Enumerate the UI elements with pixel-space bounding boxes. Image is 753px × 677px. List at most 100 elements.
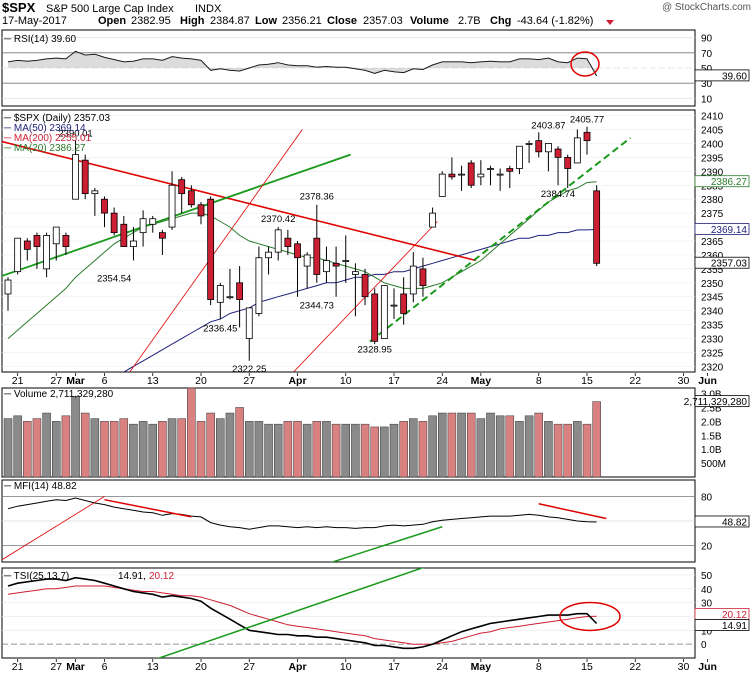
candle-body <box>236 282 244 300</box>
candle-body <box>187 190 195 206</box>
volume-bar <box>457 412 466 478</box>
volume-bar <box>360 423 370 478</box>
volume-bar <box>505 415 515 478</box>
mfi-line <box>7 497 597 530</box>
ma20-label: ─ MA(20) 2386.27 <box>3 143 86 154</box>
price-tick-label: 2320 <box>701 362 724 373</box>
candle-body <box>380 285 388 339</box>
tsi-tick-label: 10 <box>701 626 713 637</box>
volume-bar <box>42 412 51 478</box>
rsi-value-tag-box <box>694 69 750 82</box>
candle-body <box>361 274 369 298</box>
rsi-highlight-circle <box>570 51 600 77</box>
volume-bar <box>341 423 350 478</box>
price-plot-area <box>2 126 632 372</box>
volume-bar <box>225 412 235 478</box>
axis-label: 6 <box>102 375 108 387</box>
candle-body <box>390 304 398 307</box>
index-name: S&P 500 Large Cap Index <box>46 3 174 15</box>
volume-bar <box>322 421 331 478</box>
candle-body <box>72 154 79 200</box>
volume-bar <box>544 421 553 478</box>
tsi-signal-tag: 20.12 <box>722 610 747 621</box>
volume-bar <box>399 421 408 478</box>
axis-label: Jun <box>698 375 717 387</box>
mfi-tick-label: 80 <box>701 492 713 503</box>
candle-body <box>400 293 408 314</box>
candle-body <box>323 260 330 273</box>
candle-body <box>255 257 263 314</box>
candle-body <box>545 143 552 153</box>
volume-bar <box>409 418 418 478</box>
axis-label: 27 <box>243 661 255 673</box>
candle-body <box>429 212 437 228</box>
candle-body <box>554 148 562 158</box>
candle-body <box>564 156 572 169</box>
axis-label: 22 <box>629 375 641 387</box>
tsi-tick-label: 40 <box>701 585 713 596</box>
price-tick-label: 2335 <box>701 321 724 332</box>
rsi-tick-label: 70 <box>701 49 713 60</box>
volume-bar <box>32 418 42 478</box>
axis-label: 20 <box>195 661 207 673</box>
low-label: Low <box>255 15 277 27</box>
price-annotation: 2354.54 <box>97 273 131 284</box>
volume-bar <box>177 418 186 478</box>
candle-body <box>158 232 166 239</box>
candle-body <box>583 131 591 142</box>
channel-line-lower <box>292 221 438 372</box>
volume-bar <box>23 421 32 478</box>
volume-bar <box>370 426 379 478</box>
price-tick-label: 2330 <box>701 335 724 346</box>
candle-body <box>33 235 41 247</box>
volume-bar <box>293 421 302 478</box>
volume-bar <box>264 423 273 478</box>
volume-bar <box>254 421 264 478</box>
candle-body <box>168 184 176 228</box>
axis-label: 21 <box>12 375 24 387</box>
ma50-line <box>123 229 597 372</box>
candle-body <box>4 279 12 295</box>
price-tick-label: 2360 <box>701 251 724 262</box>
tsi-value-2: 20.12 <box>149 571 174 582</box>
volume-bar <box>438 412 447 478</box>
watermark: @ StockCharts.com <box>662 2 751 13</box>
volume-tick-label: 2.5B <box>701 403 722 414</box>
price-tick-label: 2365 <box>701 237 724 248</box>
axis-label: 17 <box>388 375 400 387</box>
axis-label: 24 <box>436 661 448 673</box>
volume-bar <box>129 423 138 478</box>
candle-body <box>101 198 108 214</box>
volume-bar <box>167 418 177 478</box>
candle-body <box>110 212 118 234</box>
volume-bar <box>61 415 71 478</box>
mfi-tag: 48.82 <box>722 517 747 528</box>
axis-label: 10 <box>340 375 352 387</box>
rsi-tick-label: 10 <box>701 94 713 105</box>
tsi-panel: 01020304050─ TSI(25,13,7)14.91,20.1220.1… <box>1 567 750 659</box>
ma20-tag: 2386.27 <box>711 177 748 188</box>
axis-label: Apr <box>288 375 306 387</box>
candle-body <box>91 190 99 195</box>
rsi-tick-label: 50 <box>701 64 713 75</box>
candle-body <box>496 173 504 176</box>
mfi-divergence-line-2 <box>538 503 607 520</box>
volume-bar <box>52 421 61 478</box>
tsi-label: ─ TSI(25,13,7) <box>3 571 69 582</box>
price-annotation: 2390.01 <box>58 129 92 140</box>
price-tick-label: 2355 <box>701 265 724 276</box>
date-axis-bottom: 21 27 Mar 6 13 20 27 Apr 10 17 24 May 8 15 22 30 Jun <box>12 659 717 673</box>
candle-body <box>525 143 533 145</box>
volume-value: 2.7B <box>458 15 481 27</box>
volume-tick-label: 1.0B <box>701 445 722 456</box>
mfi-green-line <box>330 526 443 562</box>
tsi-line <box>7 576 598 650</box>
volume-bar <box>245 421 254 478</box>
mfi-tick-label: 20 <box>701 542 713 553</box>
volume-bar <box>553 423 563 478</box>
candle-body <box>477 173 485 178</box>
price-annotation: 2384.74 <box>541 189 575 200</box>
candle-body <box>197 204 205 217</box>
candle-body <box>226 296 234 299</box>
axis-label: 30 <box>678 661 690 673</box>
